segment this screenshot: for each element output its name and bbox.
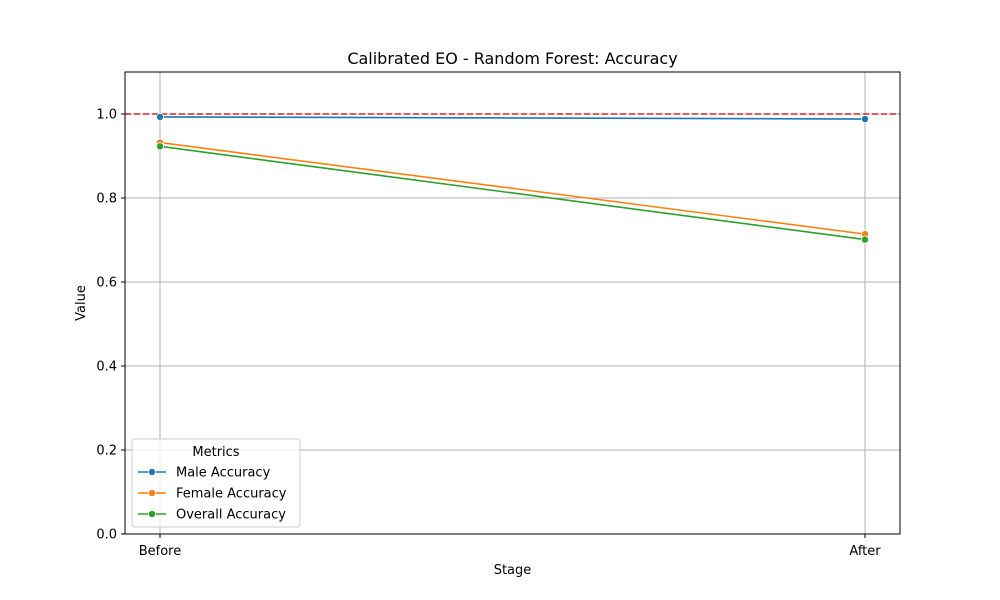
series-line [159,141,866,235]
x-tick-label: After [849,544,881,559]
x-axis-label: Stage [494,563,532,578]
y-tick-label: 1.0 [96,108,117,123]
legend-label: Overall Accuracy [176,508,286,523]
legend: Metrics Male Accuracy Female Accuracy Over… [131,438,301,528]
plot-frame [124,71,901,535]
series-overall-accuracy [155,142,870,244]
y-axis-label: Value [74,285,89,321]
series-male-accuracy [155,112,870,124]
series-line [159,116,866,120]
legend-title: Metrics [192,445,239,460]
series-line [159,145,866,241]
legend-item: Overall Accuracy [138,508,286,523]
y-tick-label: 0.4 [96,360,117,375]
data-point [861,115,870,124]
legend-items: Male Accuracy Female Accuracy Overall Accu… [138,466,287,523]
y-axis-ticks: 0.0 0.2 0.4 0.6 0.8 1.0 [96,108,125,543]
legend-box [131,438,301,528]
y-tick-label: 0.8 [96,192,117,207]
series-female-accuracy [155,138,870,239]
y-tick-label: 0.6 [96,276,117,291]
legend-swatch-marker [147,488,156,497]
x-tick-label: Before [139,544,182,559]
data-point [155,142,164,151]
chart-title: Calibrated EO - Random Forest: Accuracy [347,49,677,68]
x-axis-ticks: Before After [139,534,881,559]
legend-swatch-marker [147,467,156,476]
legend-label: Male Accuracy [176,466,271,481]
legend-item: Male Accuracy [138,466,271,481]
y-tick-label: 0.2 [96,444,117,459]
data-point [155,112,164,121]
y-tick-label: 0.0 [96,528,117,543]
legend-swatch-marker [147,509,156,518]
legend-label: Female Accuracy [176,487,287,502]
legend-item: Female Accuracy [138,487,287,502]
data-point [861,235,870,244]
series-layer [155,112,870,244]
